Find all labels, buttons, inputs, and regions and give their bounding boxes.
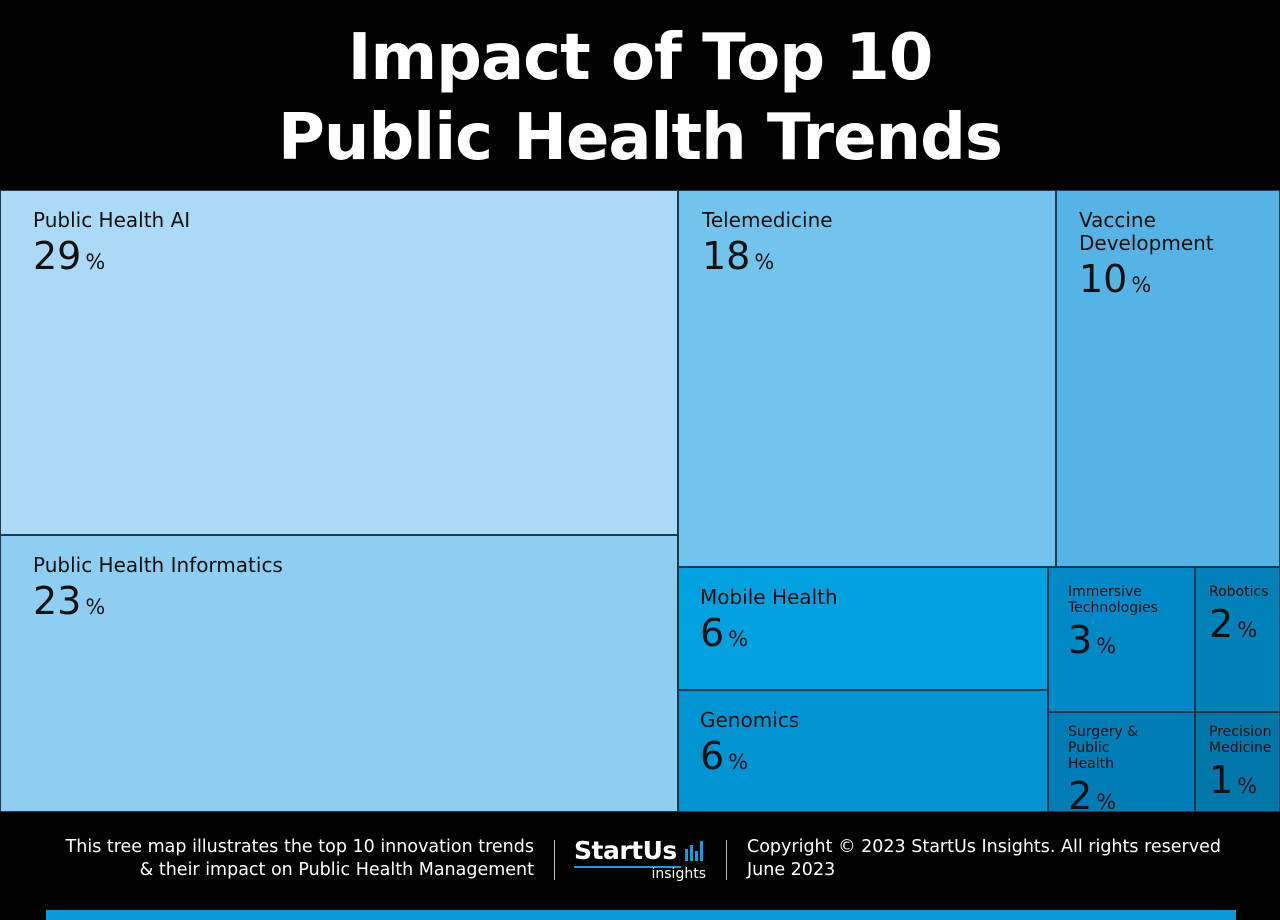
tile-value-number: 10 <box>1079 257 1128 301</box>
publish-date: June 2023 <box>747 860 836 880</box>
tile-value-number: 2 <box>1068 774 1093 812</box>
tile-value: 6% <box>700 734 748 778</box>
tile-value-number: 6 <box>700 734 725 778</box>
tile-value: 10% <box>1079 257 1151 301</box>
tile-value: 3% <box>1068 618 1116 662</box>
bar-chart-icon <box>685 841 703 861</box>
tile-value-unit: % <box>1131 273 1152 297</box>
footer-description: This tree map illustrates the top 10 inn… <box>40 836 534 882</box>
tile-value-unit: % <box>85 595 106 619</box>
tile-value: 23% <box>33 579 105 623</box>
tile-label: Precision Medicine <box>1209 724 1272 757</box>
tile-label: Vaccine Development <box>1079 208 1214 255</box>
tile-label: Surgery & Public Health <box>1068 724 1139 773</box>
title-line-1: Impact of Top 10 <box>347 21 934 95</box>
treemap-tile: Surgery & Public Health 2% <box>1048 712 1195 812</box>
bottom-accent-bar <box>46 910 1236 920</box>
tile-value: 1% <box>1209 758 1257 802</box>
tile-value: 18% <box>702 234 774 278</box>
tile-label: Robotics <box>1209 584 1269 600</box>
tile-label: Telemedicine <box>702 208 833 232</box>
tile-value-unit: % <box>1096 790 1117 812</box>
tile-value: 6% <box>700 611 748 655</box>
chart-title: Impact of Top 10 Public Health Trends <box>0 18 1280 178</box>
footer-description-line-1: This tree map illustrates the top 10 inn… <box>65 837 534 857</box>
tile-label: Public Health AI <box>33 208 191 232</box>
tile-value-number: 3 <box>1068 618 1093 663</box>
treemap-tile: Robotics 2% <box>1195 567 1280 712</box>
footer-description-line-2: & their impact on Public Health Manageme… <box>139 860 534 880</box>
treemap-tile: Mobile Health 6% <box>678 567 1048 690</box>
tile-value-unit: % <box>85 250 106 274</box>
tile-label: Immersive Technologies <box>1068 584 1158 617</box>
treemap-tile: Vaccine Development 10% <box>1056 190 1280 567</box>
tile-value: 2% <box>1209 602 1257 646</box>
treemap-tile: Telemedicine 18% <box>678 190 1056 567</box>
copyright-text: Copyright © 2023 StartUs Insights. All r… <box>747 837 1221 857</box>
tile-value: 29% <box>33 234 105 278</box>
tile-value: 2% <box>1068 774 1117 812</box>
tile-value-unit: % <box>1237 774 1258 799</box>
tile-value-number: 6 <box>700 611 725 655</box>
tile-value-number: 18 <box>702 234 751 278</box>
title-line-2: Public Health Trends <box>278 101 1003 175</box>
startus-insights-logo: StartUs insights <box>574 836 714 884</box>
tile-label: Genomics <box>700 708 800 732</box>
tile-value-number: 2 <box>1209 602 1234 647</box>
treemap: Public Health AI 29% Public Health Informa… <box>0 190 1280 812</box>
tile-value-unit: % <box>728 750 749 774</box>
tile-value-number: 1 <box>1209 758 1234 803</box>
logo-underline <box>574 866 681 868</box>
logo-wordmark: StartUs <box>574 836 677 865</box>
tile-label: Mobile Health <box>700 585 838 609</box>
tile-value-unit: % <box>728 627 749 651</box>
treemap-tile: Immersive Technologies 3% <box>1048 567 1195 712</box>
tile-value-number: 23 <box>33 579 82 623</box>
treemap-tile: Precision Medicine 1% <box>1195 712 1280 812</box>
tile-value-unit: % <box>754 250 775 274</box>
logo-subtext: insights <box>651 866 707 882</box>
footer-divider <box>726 840 727 880</box>
tile-value-unit: % <box>1096 634 1117 659</box>
tile-value-unit: % <box>1237 618 1258 643</box>
treemap-tile: Genomics 6% <box>678 690 1048 812</box>
tile-label: Public Health Informatics <box>33 553 283 577</box>
tile-value-number: 29 <box>33 234 82 278</box>
footer-copyright: Copyright © 2023 StartUs Insights. All r… <box>747 836 1257 882</box>
footer-divider <box>554 840 555 880</box>
treemap-tile: Public Health AI 29% <box>0 190 678 535</box>
treemap-tile: Public Health Informatics 23% <box>0 535 678 812</box>
